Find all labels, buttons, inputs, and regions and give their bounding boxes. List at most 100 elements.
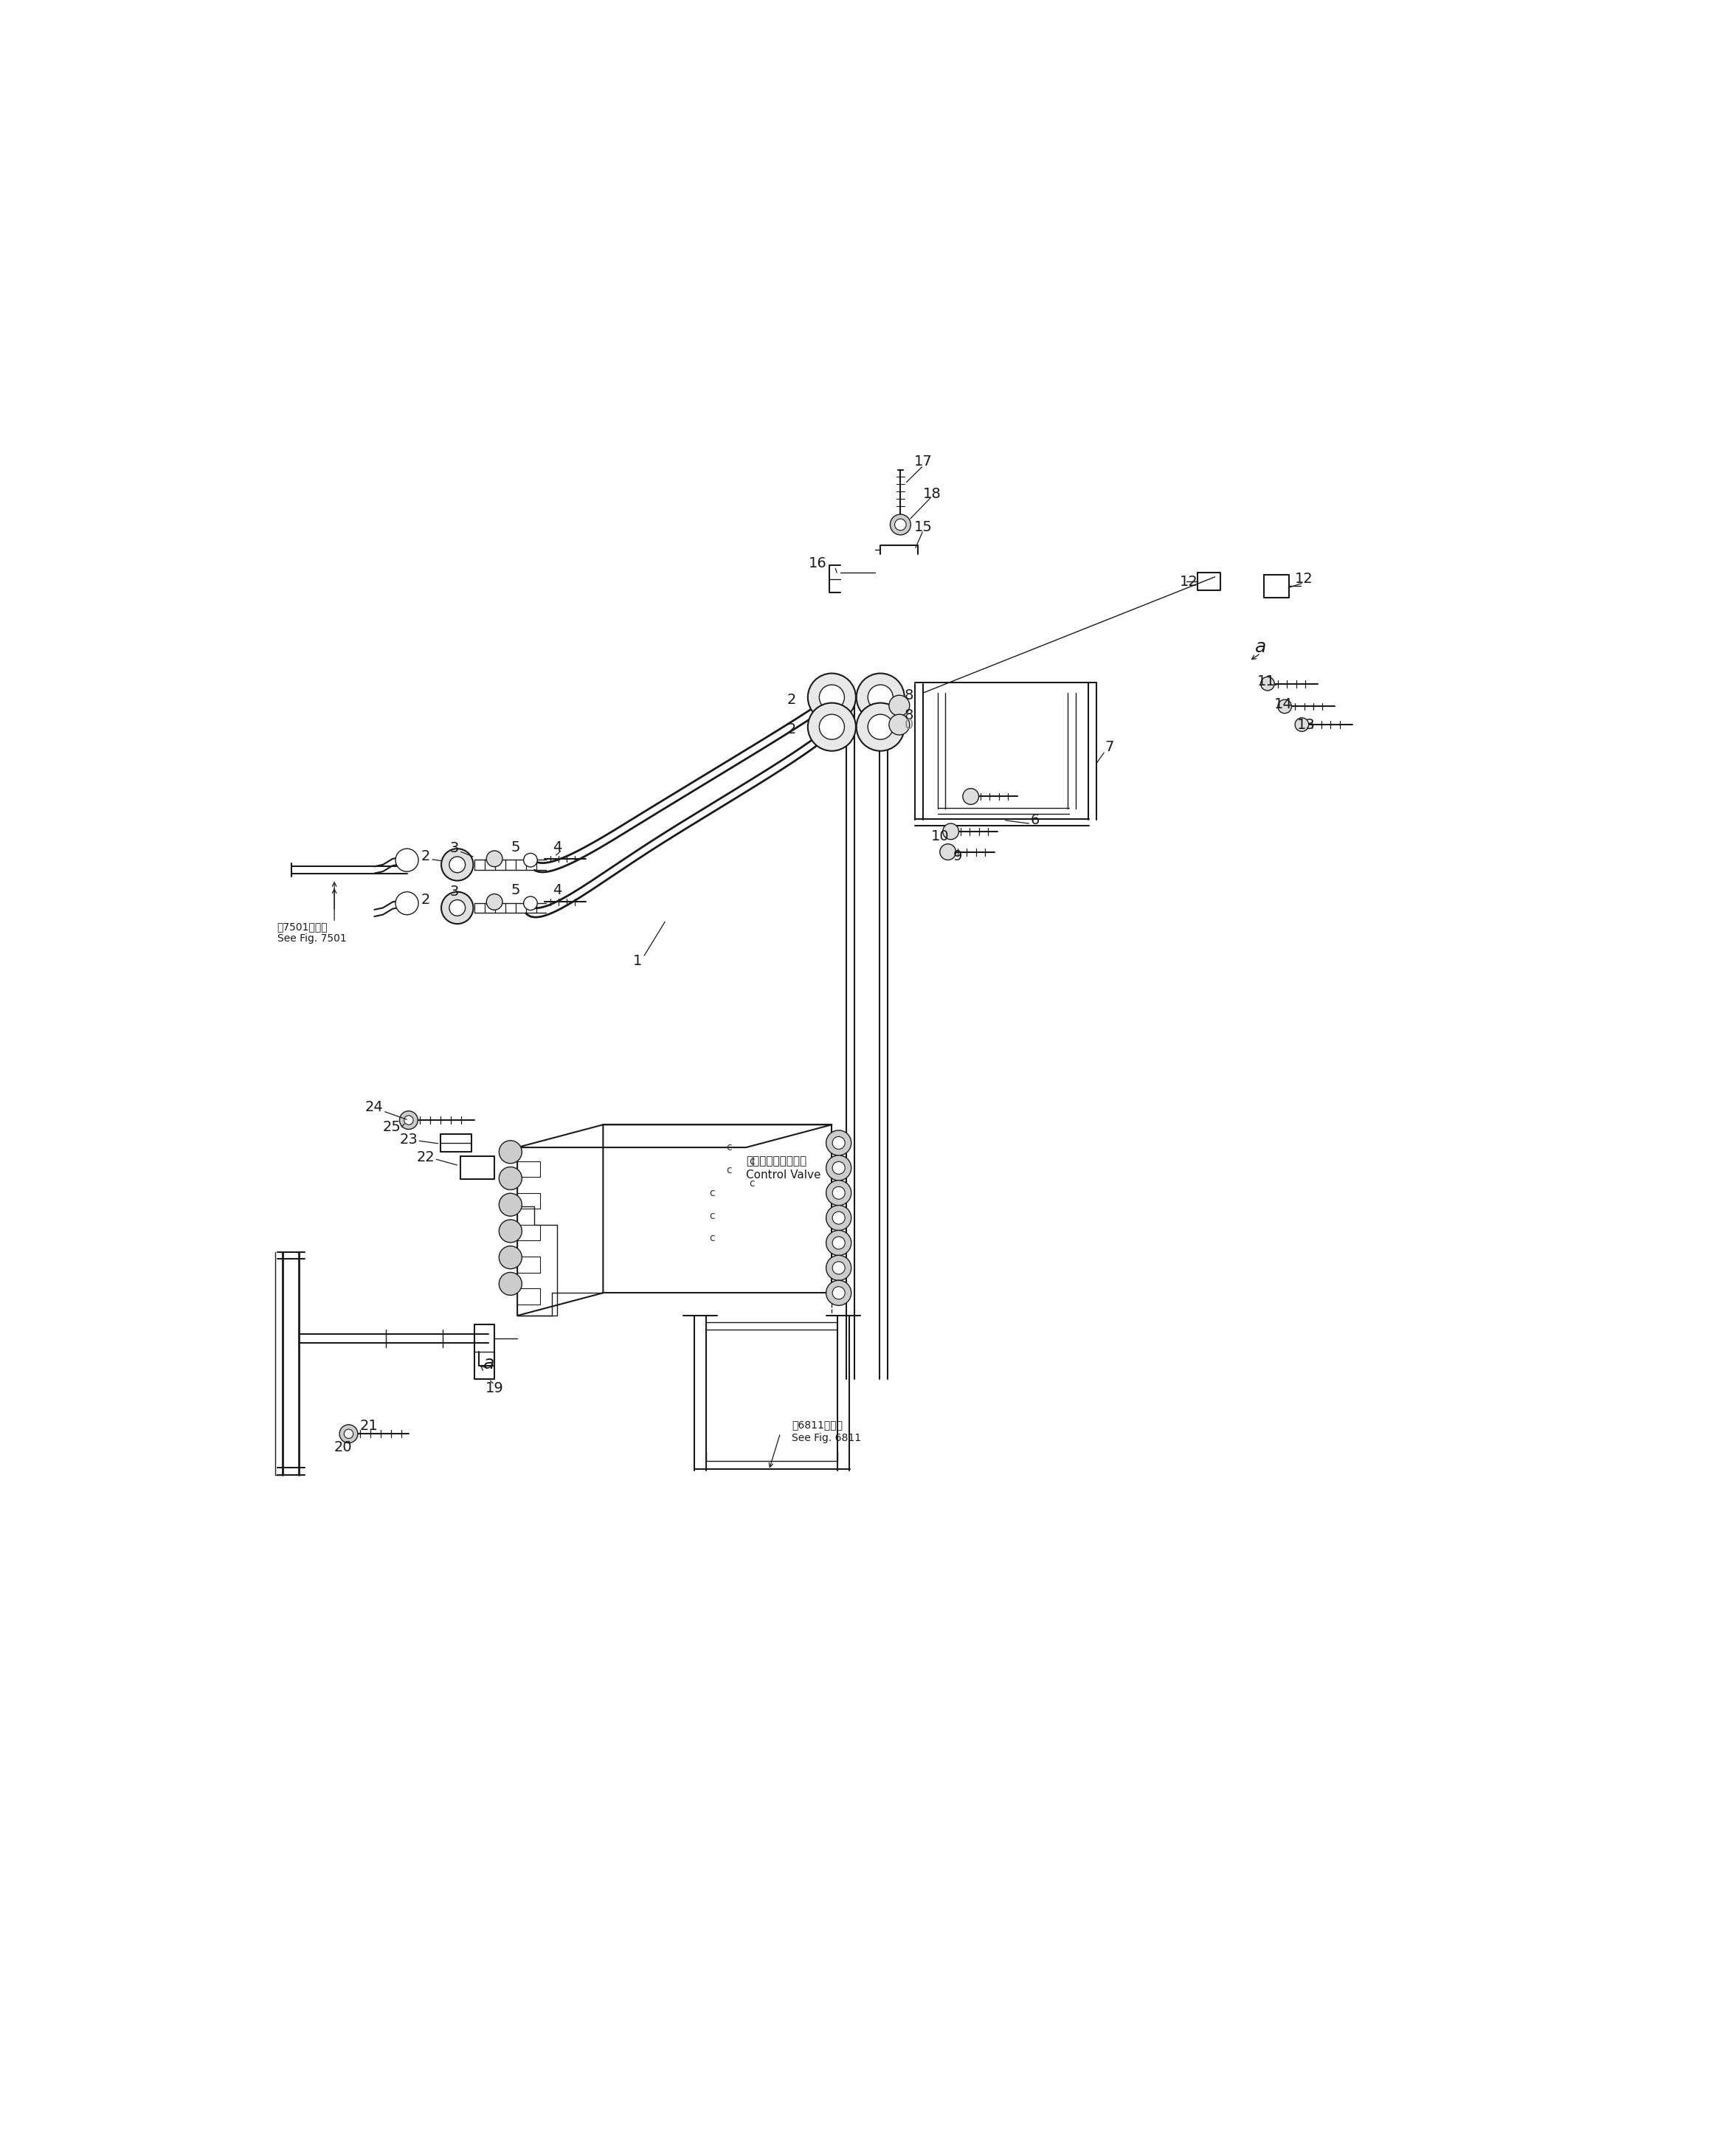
Text: 第7501図参照: 第7501図参照 [278,923,327,931]
Text: 2: 2 [422,893,430,908]
Text: a: a [1255,638,1267,655]
Circle shape [833,1186,845,1199]
Circle shape [826,1205,852,1231]
Circle shape [499,1166,521,1190]
Text: 4: 4 [554,884,562,897]
Text: 17: 17 [914,455,932,468]
Circle shape [523,897,536,910]
Text: 23: 23 [399,1132,418,1147]
Circle shape [890,515,910,535]
Text: 14: 14 [1275,696,1292,711]
Circle shape [867,714,893,740]
Text: c: c [727,1143,732,1153]
Text: c: c [727,1164,732,1175]
Text: c: c [710,1210,715,1220]
Text: 11: 11 [1258,675,1275,688]
Text: コントロールバルブ: コントロールバルブ [746,1156,807,1166]
Text: 12: 12 [1294,571,1313,586]
Circle shape [819,714,845,740]
Circle shape [833,1212,845,1225]
Text: 12: 12 [1179,573,1198,589]
Text: 19: 19 [485,1382,504,1395]
Circle shape [449,856,464,873]
Circle shape [826,1231,852,1255]
Circle shape [895,520,907,530]
Circle shape [440,893,473,925]
Text: 3: 3 [449,841,459,856]
Circle shape [943,824,958,839]
Circle shape [826,1281,852,1307]
Circle shape [833,1287,845,1300]
Circle shape [833,1136,845,1149]
Circle shape [1279,699,1292,714]
Text: 1: 1 [632,953,643,968]
Circle shape [807,673,855,722]
Text: 2: 2 [787,692,797,707]
Text: 22: 22 [417,1151,435,1164]
Circle shape [499,1246,521,1270]
Circle shape [826,1130,852,1156]
Text: 25: 25 [382,1119,401,1134]
Text: c: c [749,1156,754,1166]
Text: 2: 2 [422,849,430,865]
Text: 5: 5 [511,841,521,854]
Circle shape [867,686,893,709]
Text: See Fig. 6811: See Fig. 6811 [792,1434,860,1445]
Circle shape [833,1261,845,1274]
Text: 10: 10 [931,830,950,843]
Text: 20: 20 [334,1440,351,1455]
Circle shape [819,686,845,709]
Text: 0: 0 [905,718,914,731]
Text: 8: 8 [905,688,914,703]
Circle shape [396,893,418,914]
Circle shape [939,843,956,860]
Text: 13: 13 [1297,718,1316,731]
Circle shape [833,1238,845,1248]
Circle shape [440,849,473,880]
Text: 2: 2 [787,722,797,735]
Circle shape [523,854,536,867]
Text: 18: 18 [922,487,941,500]
Circle shape [963,789,979,804]
Text: 15: 15 [914,520,932,535]
Circle shape [857,673,905,722]
Circle shape [807,703,855,750]
Circle shape [405,1115,413,1125]
Circle shape [499,1192,521,1216]
Text: 4: 4 [554,841,562,854]
Circle shape [449,899,464,916]
Text: 9: 9 [953,849,962,865]
Circle shape [1296,718,1309,731]
Circle shape [396,849,418,871]
Text: 16: 16 [809,556,826,569]
Circle shape [890,694,910,716]
Circle shape [499,1272,521,1296]
Circle shape [487,852,502,867]
Text: 6: 6 [1030,813,1039,828]
Text: 5: 5 [511,884,521,897]
Text: c: c [710,1233,715,1244]
Circle shape [826,1255,852,1281]
Circle shape [833,1162,845,1175]
Circle shape [499,1220,521,1242]
Text: 21: 21 [360,1419,377,1432]
Circle shape [345,1429,353,1438]
Circle shape [399,1110,418,1130]
Circle shape [339,1425,358,1442]
Circle shape [857,703,905,750]
Text: See Fig. 7501: See Fig. 7501 [278,934,346,944]
Text: Control Valve: Control Valve [746,1169,821,1179]
Text: a: a [483,1354,494,1371]
Text: 24: 24 [365,1100,384,1115]
Circle shape [499,1141,521,1164]
Text: 3: 3 [449,884,459,899]
Circle shape [826,1156,852,1181]
Circle shape [890,714,910,735]
Text: c: c [749,1179,754,1188]
Text: 7: 7 [1104,740,1114,755]
Text: 第6811図参照: 第6811図参照 [792,1419,843,1429]
Text: c: c [710,1188,715,1199]
Circle shape [826,1179,852,1205]
Text: 8: 8 [905,709,914,722]
Circle shape [487,895,502,910]
